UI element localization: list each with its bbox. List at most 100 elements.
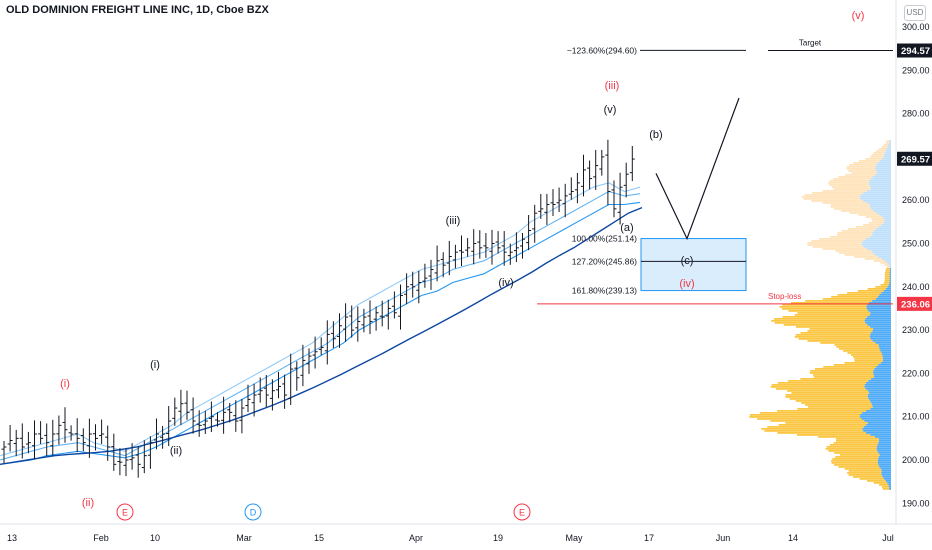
profile-bar — [870, 188, 891, 190]
ohlc-bar — [74, 418, 80, 453]
profile-bar — [880, 350, 891, 352]
ohlc-bar — [245, 384, 251, 413]
ohlc-bar — [373, 306, 379, 331]
profile-bar — [877, 462, 891, 464]
ohlc-bar — [568, 177, 574, 200]
profile-bar — [804, 194, 861, 196]
profile-bar — [873, 372, 891, 374]
profile-bar — [807, 406, 873, 408]
profile-bar — [878, 226, 891, 228]
ohlc-bar — [330, 321, 336, 348]
profile-bar — [757, 418, 862, 420]
profile-bar — [880, 284, 889, 286]
profile-bar — [861, 244, 891, 246]
ohlc-bar — [367, 300, 373, 335]
profile-bar — [855, 226, 879, 228]
profile-bar — [837, 232, 873, 234]
profile-bar — [831, 186, 871, 188]
wave-label: (iii) — [446, 215, 461, 227]
time-axis[interactable]: 13 Feb 10 Mar 15 Apr 19 May 17 Jun 14 Jul — [0, 523, 932, 543]
profile-bar — [785, 422, 868, 424]
profile-bar — [807, 330, 873, 332]
profile-bar — [886, 148, 891, 150]
profile-bar — [884, 154, 891, 156]
ohlc-bar — [446, 240, 452, 276]
profile-bar — [871, 378, 891, 380]
profile-bar — [882, 356, 891, 358]
profile-bar — [805, 300, 873, 302]
profile-bar — [870, 408, 891, 410]
event-marker[interactable]: E — [116, 503, 134, 521]
profile-bar — [861, 242, 891, 244]
profile-bar — [778, 424, 867, 426]
profile-bar — [878, 458, 891, 460]
event-marker[interactable]: D — [244, 503, 262, 521]
profile-bar — [833, 364, 879, 366]
profile-bar — [818, 436, 875, 438]
profile-bar — [867, 308, 891, 310]
price-tick-label: 210.00 — [902, 412, 930, 422]
price-label: 236.06 — [897, 296, 932, 311]
profile-bar — [867, 304, 891, 306]
ohlc-bar — [13, 429, 19, 457]
ohlc-bar — [50, 419, 56, 456]
profile-bar — [876, 212, 891, 214]
profile-bar — [876, 150, 886, 152]
profile-bar — [844, 468, 881, 470]
ohlc-bar — [398, 284, 403, 330]
profile-bar — [884, 264, 889, 266]
currency-button[interactable]: USD — [904, 5, 926, 21]
ohlc-bar — [312, 336, 318, 369]
profile-bar — [870, 326, 891, 328]
ohlc-bar — [38, 421, 44, 445]
price-tick-label: 300.00 — [902, 22, 930, 32]
profile-bar — [871, 332, 891, 334]
profile-bar — [796, 326, 871, 328]
profile-bar — [873, 374, 891, 376]
ohlc-bar — [7, 425, 13, 452]
profile-bar — [785, 396, 868, 398]
profile-bar — [822, 190, 868, 192]
profile-bar — [777, 410, 866, 412]
profile-bar — [878, 364, 891, 366]
ohlc-bar — [422, 263, 428, 288]
ohlc-bar — [190, 397, 196, 434]
profile-bar — [809, 372, 874, 374]
ohlc-bars — [1, 139, 635, 478]
profile-bar — [761, 428, 863, 430]
ohlc-bar — [465, 238, 471, 257]
volume-profile — [749, 140, 891, 490]
profile-bar — [835, 438, 879, 440]
ohlc-bar — [86, 418, 92, 458]
profile-bar — [869, 206, 891, 208]
ohlc-bar — [172, 397, 178, 426]
ohlc-bar — [410, 271, 416, 298]
profile-bar — [779, 306, 867, 308]
price-axis[interactable]: 300.00290.00280.00270.00260.00250.00240.… — [895, 0, 932, 524]
ohlc-bar — [135, 446, 141, 478]
profile-bar — [878, 440, 891, 442]
price-tick-label: 230.00 — [902, 325, 930, 335]
profile-bar — [873, 260, 885, 262]
fib-level-label: ~123.60%(294.60) — [567, 45, 637, 55]
profile-bar — [831, 462, 878, 464]
profile-bar — [797, 312, 871, 314]
profile-bar — [811, 200, 864, 202]
event-marker[interactable]: E — [513, 503, 531, 521]
profile-bar — [794, 336, 870, 338]
profile-bar — [775, 388, 866, 390]
profile-bar — [872, 176, 891, 178]
wave-label: (iv) — [679, 278, 694, 290]
profile-bar — [889, 140, 891, 142]
profile-bar — [850, 354, 883, 356]
profile-bar — [804, 404, 873, 406]
profile-bar — [777, 382, 867, 384]
profile-bar — [863, 224, 882, 226]
profile-bar — [836, 346, 879, 348]
event-marker-circle — [244, 503, 262, 521]
profile-bar — [834, 208, 872, 210]
profile-bar — [888, 284, 891, 286]
profile-bar — [870, 186, 891, 188]
